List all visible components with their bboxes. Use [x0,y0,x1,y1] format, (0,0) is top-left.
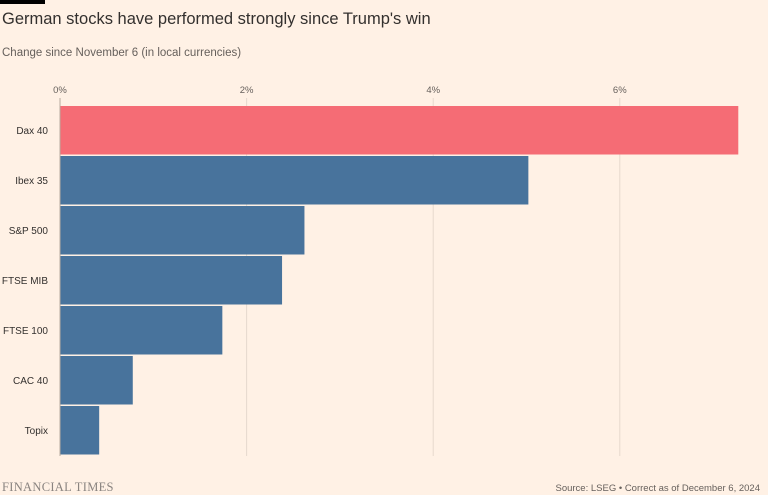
x-tick-label: 4% [426,85,440,96]
y-category-label: S&P 500 [9,226,49,237]
bar-ftse-100 [60,306,223,355]
bar-ibex-35 [60,156,529,205]
top-accent-bar [0,0,45,4]
y-category-label: Dax 40 [16,126,48,137]
source-note: Source: LSEG • Correct as of December 6,… [555,483,760,494]
x-tick-label: 6% [613,85,627,96]
y-category-label: Ibex 35 [15,176,48,187]
y-category-label: FTSE 100 [3,326,48,337]
y-category-label: CAC 40 [13,376,48,387]
chart-title: German stocks have performed strongly si… [2,10,431,28]
chart-subtitle: Change since November 6 (in local curren… [2,47,242,59]
bar-chart: 0% 2% 4% 6% Dax 40 Ibex 35 S&P 500 FTSE MIB FTSE… [2,85,739,456]
y-category-label: Topix [25,426,48,437]
bar-ftse-mib [60,256,283,305]
bar-dax-40 [60,106,739,155]
y-category-label: FTSE MIB [2,276,48,287]
x-tick-label: 0% [53,85,67,96]
bar-topix [60,406,100,455]
bar-s-p-500 [60,206,305,255]
bar-cac-40 [60,356,133,405]
x-tick-label: 2% [240,85,254,96]
ft-logo: FINANCIAL TIMES [2,480,114,494]
